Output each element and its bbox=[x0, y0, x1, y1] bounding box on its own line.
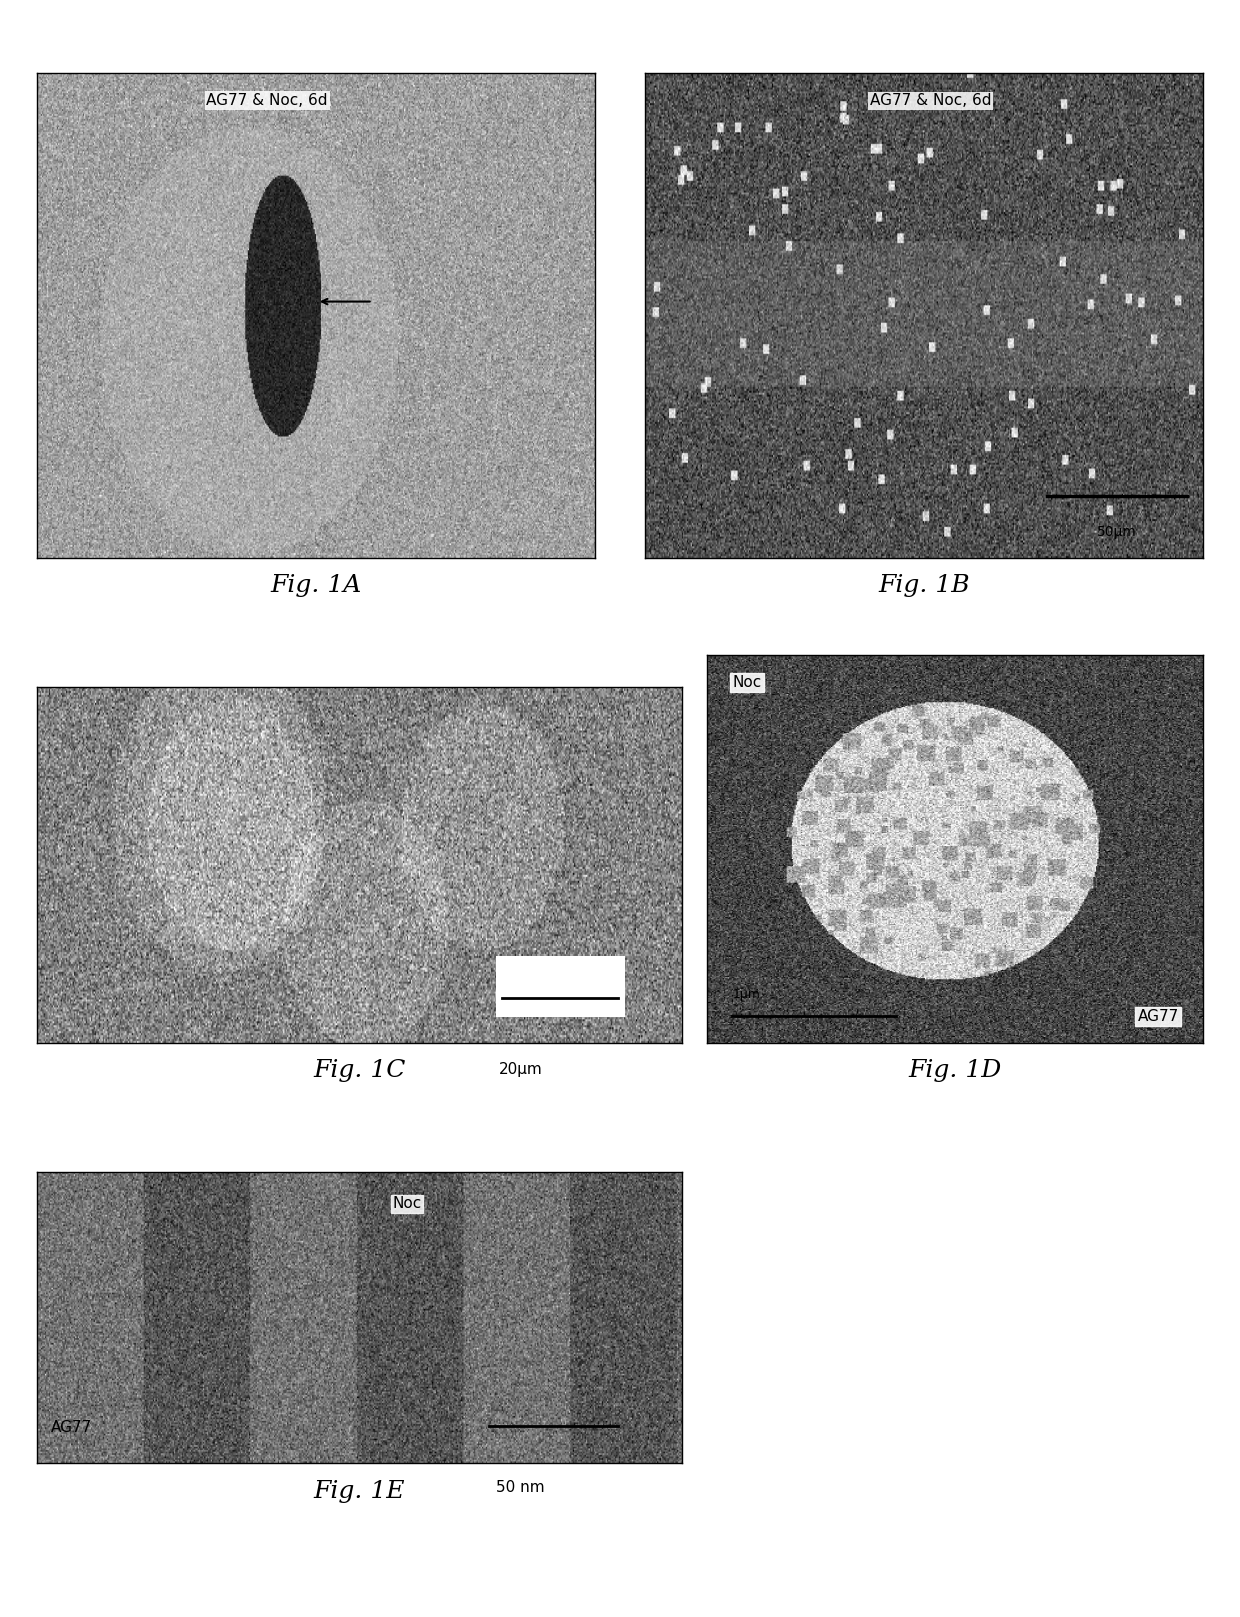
Text: AG77 & Noc, 6d: AG77 & Noc, 6d bbox=[870, 94, 992, 108]
Text: Fig. 1C: Fig. 1C bbox=[314, 1059, 405, 1082]
Text: AG77 & Noc, 6d: AG77 & Noc, 6d bbox=[207, 92, 327, 108]
Text: AG77: AG77 bbox=[1137, 1009, 1179, 1024]
Text: 50 nm: 50 nm bbox=[496, 1480, 546, 1494]
Text: Fig. 1A: Fig. 1A bbox=[270, 574, 362, 597]
Text: AG77: AG77 bbox=[51, 1420, 92, 1436]
Text: 20μm: 20μm bbox=[498, 1062, 543, 1077]
Text: Fig. 1B: Fig. 1B bbox=[878, 574, 970, 597]
Text: Noc: Noc bbox=[733, 674, 761, 690]
Bar bbox=[496, 956, 625, 1017]
Text: Fig. 1D: Fig. 1D bbox=[908, 1059, 1002, 1082]
Text: Noc: Noc bbox=[393, 1197, 422, 1211]
Text: 1μm: 1μm bbox=[733, 988, 760, 1001]
Text: Fig. 1E: Fig. 1E bbox=[314, 1480, 405, 1502]
Text: 50μm: 50μm bbox=[1097, 526, 1137, 538]
